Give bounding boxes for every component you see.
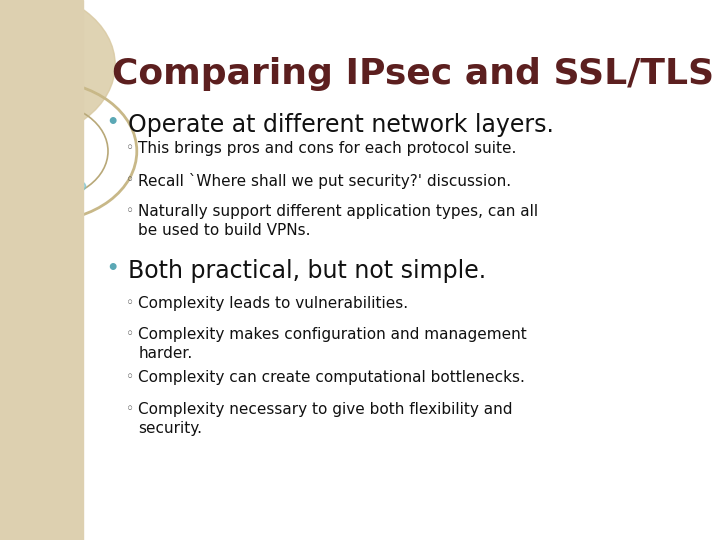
Text: ◦: ◦ [126, 370, 134, 384]
Text: Complexity makes configuration and management
harder.: Complexity makes configuration and manag… [138, 327, 527, 361]
Text: ◦: ◦ [126, 173, 134, 187]
Text: ◦: ◦ [126, 402, 134, 416]
Text: ◦: ◦ [126, 141, 134, 156]
Text: ◦: ◦ [126, 204, 134, 218]
Text: Operate at different network layers.: Operate at different network layers. [128, 113, 554, 137]
Text: Recall `Where shall we put security?' discussion.: Recall `Where shall we put security?' di… [138, 173, 511, 189]
Text: •: • [107, 259, 119, 278]
Text: Complexity leads to vulnerabilities.: Complexity leads to vulnerabilities. [138, 296, 408, 311]
Text: This brings pros and cons for each protocol suite.: This brings pros and cons for each proto… [138, 141, 517, 157]
Text: Complexity necessary to give both flexibility and
security.: Complexity necessary to give both flexib… [138, 402, 513, 436]
Text: •: • [107, 113, 119, 132]
Text: ◦: ◦ [126, 296, 134, 310]
Circle shape [54, 182, 80, 201]
Text: ◦: ◦ [126, 327, 134, 341]
Circle shape [73, 181, 86, 191]
Text: Both practical, but not simple.: Both practical, but not simple. [128, 259, 486, 283]
Text: Comparing IPsec and SSL/TLS: Comparing IPsec and SSL/TLS [112, 57, 714, 91]
Text: Naturally support different application types, can all
be used to build VPNs.: Naturally support different application … [138, 204, 539, 238]
Text: Complexity can create computational bottlenecks.: Complexity can create computational bott… [138, 370, 525, 386]
Circle shape [0, 0, 115, 140]
